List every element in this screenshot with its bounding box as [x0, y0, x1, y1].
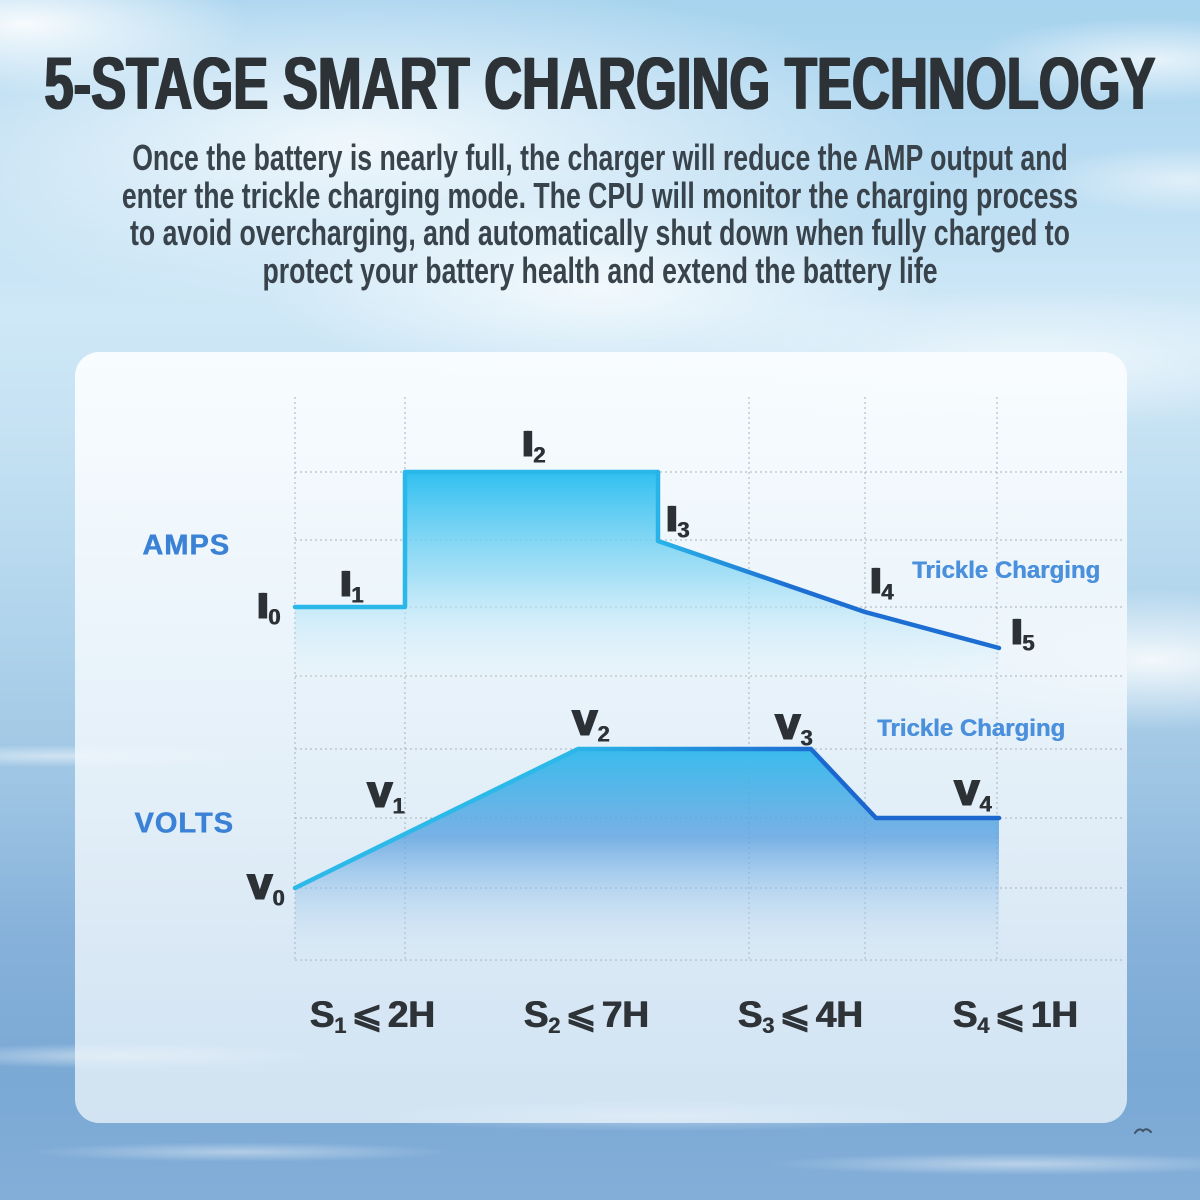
stage-label-s3: S3 ⩽ 4H — [737, 994, 863, 1038]
point-label-i0: I0 — [257, 585, 281, 630]
stage-label-s4: S4 ⩽ 1H — [952, 994, 1078, 1038]
volts-trickle-annotation: Trickle Charging — [876, 715, 1066, 742]
page-description: Once the battery is nearly full, the cha… — [121, 137, 1079, 291]
page-title: 5-STAGE SMART CHARGING TECHNOLOGY — [44, 42, 1156, 125]
stage-label-s2: S2 ⩽ 7H — [523, 994, 649, 1038]
point-label-v0: V0 — [247, 866, 285, 911]
point-label-v4: V4 — [954, 772, 992, 817]
point-label-i1: I1 — [340, 563, 364, 608]
point-label-i2: I2 — [522, 423, 546, 468]
point-label-v1: V1 — [367, 774, 405, 819]
point-label-i3: I3 — [666, 498, 690, 543]
point-label-i4: I4 — [870, 560, 894, 605]
point-label-v2: V2 — [572, 702, 610, 747]
chart-series — [292, 469, 1002, 960]
volts-axis-label: VOLTS — [134, 807, 234, 840]
stage-label-s1: S1 ⩽ 2H — [309, 994, 435, 1038]
point-label-i5: I5 — [1011, 611, 1035, 656]
bird-icon — [1134, 1128, 1152, 1134]
point-label-v3: V3 — [775, 706, 813, 751]
amps-trickle-annotation: Trickle Charging — [911, 557, 1101, 584]
amps-axis-label: AMPS — [142, 529, 230, 562]
